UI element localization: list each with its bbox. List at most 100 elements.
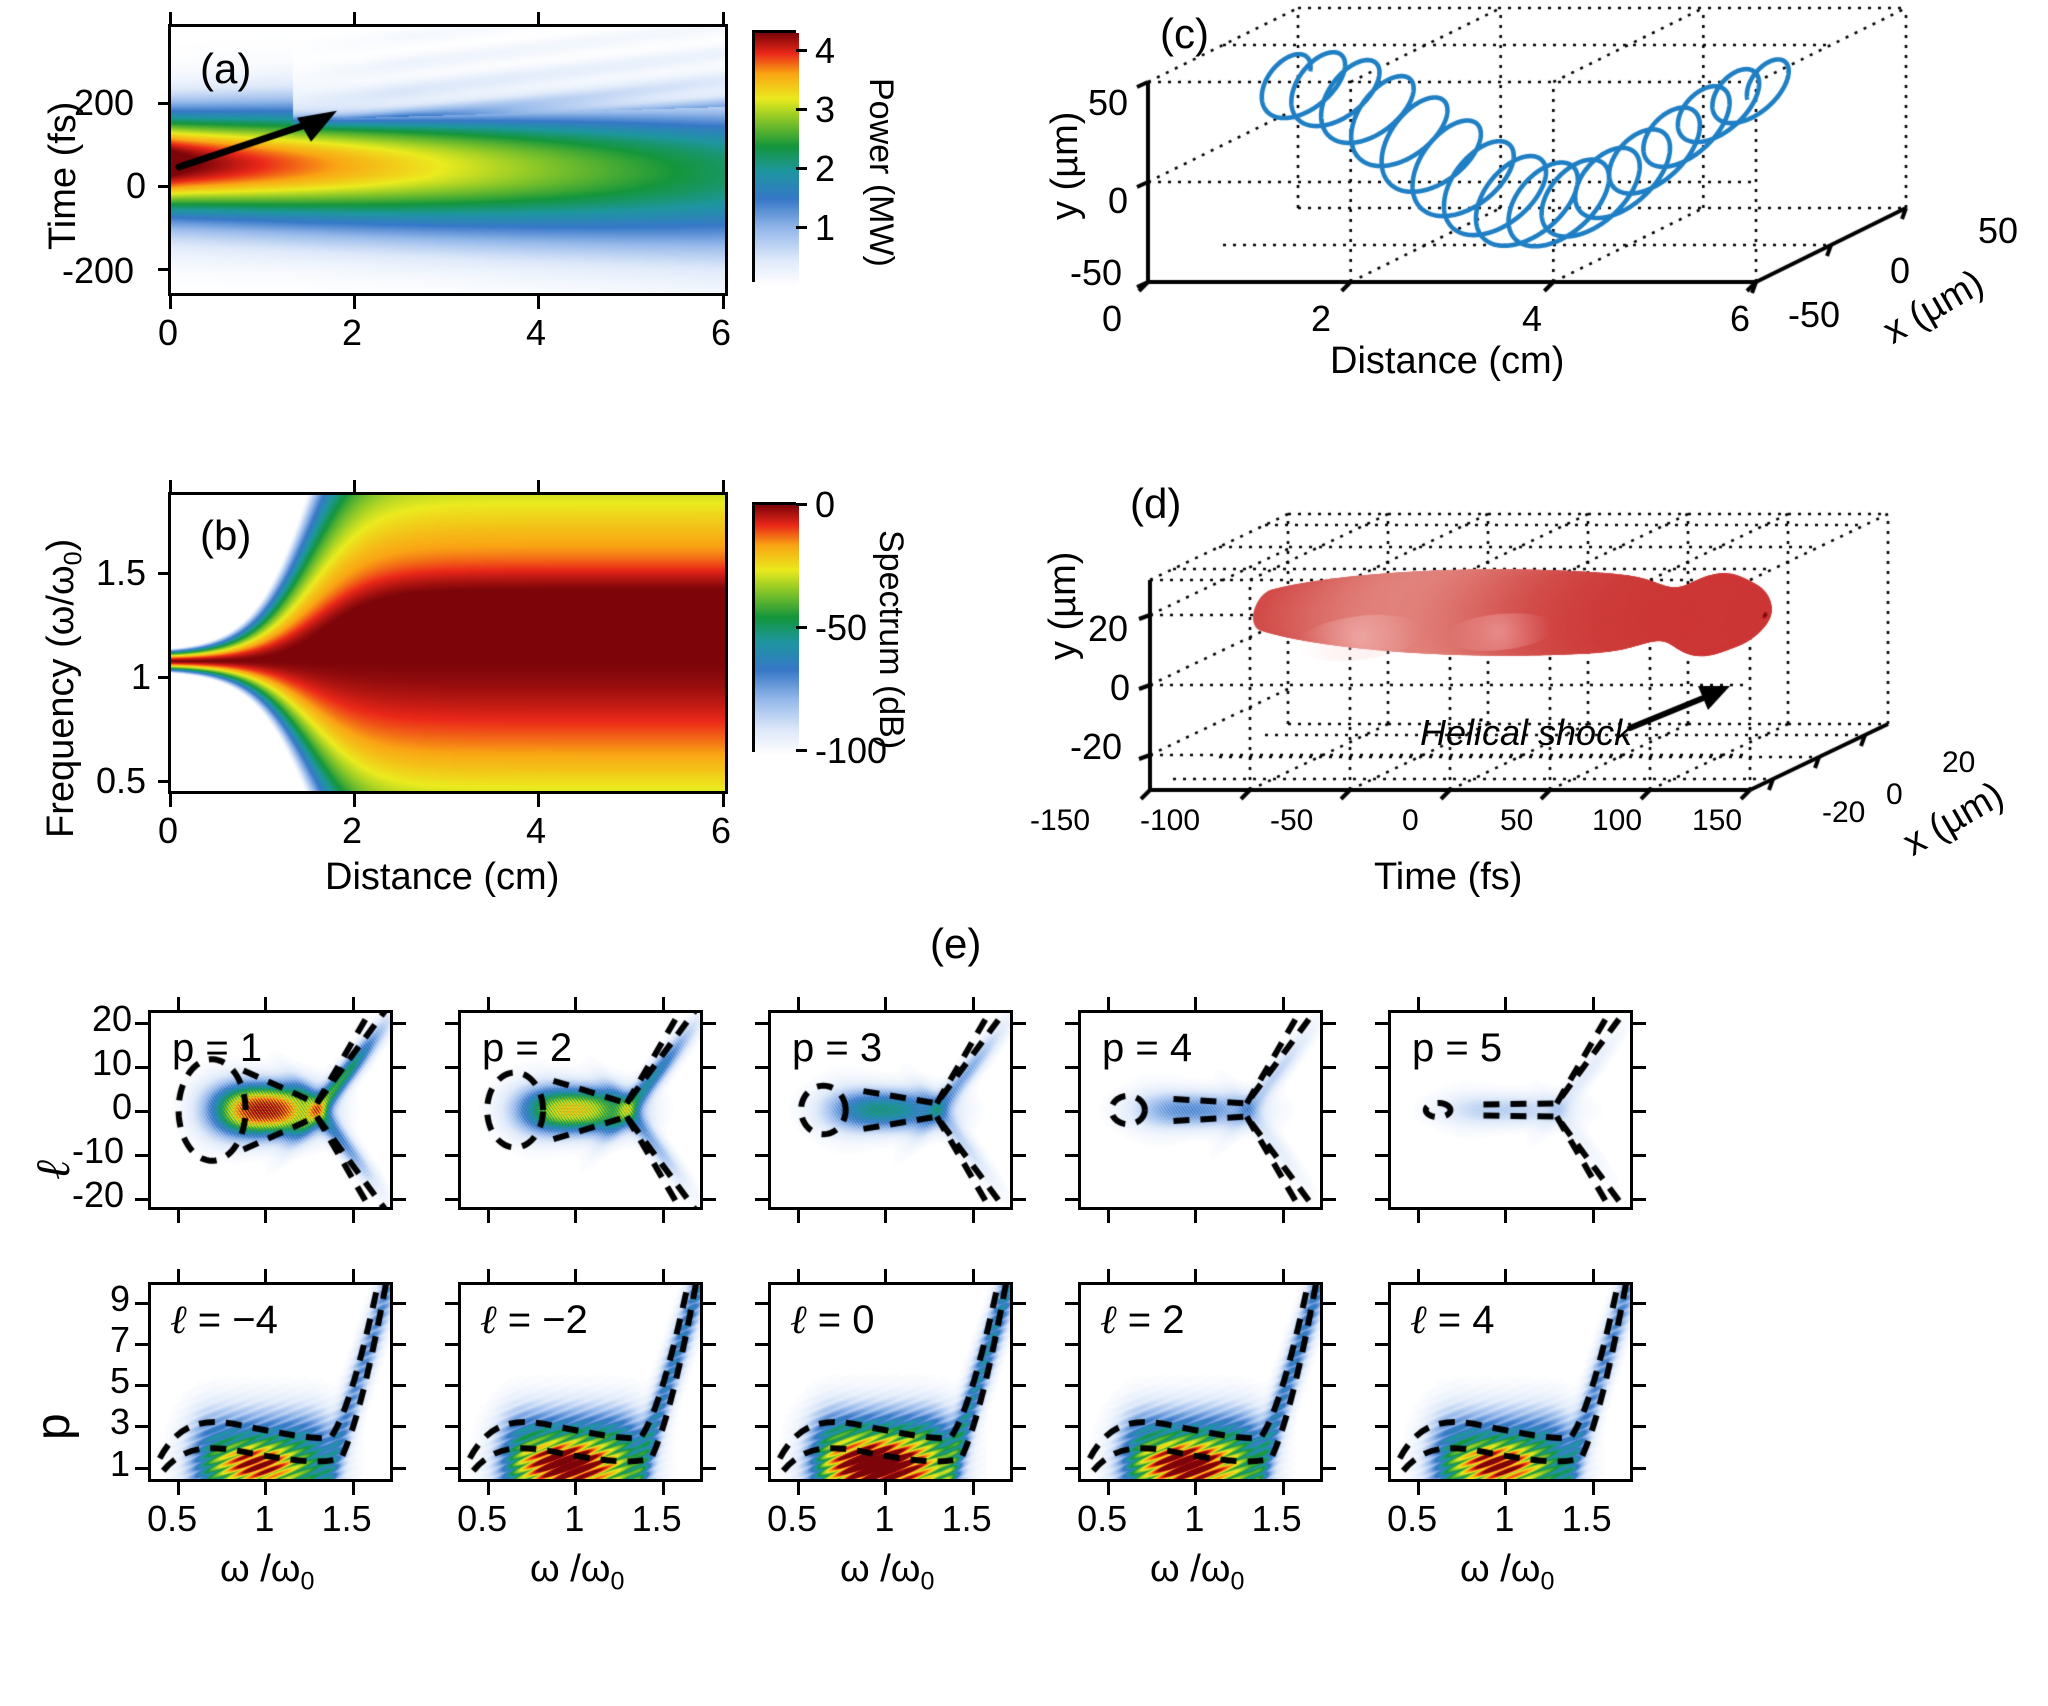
panel-d-ytick-2: -20 (1070, 726, 1123, 767)
panel-c-xtick-3: 6 (1730, 298, 1751, 339)
panel-d-xlabel: Time (fs) (1374, 856, 1523, 898)
panel-e-xtick-2-1: 1 (564, 1498, 585, 1539)
panel-a-xtick-2: 4 (526, 312, 547, 353)
panel-e-top-plot-5 (1388, 1010, 1633, 1210)
panel-d-xtick-0: -150 (1030, 804, 1091, 837)
panel-e-xtick-5-2: 1.5 (1561, 1498, 1612, 1539)
panel-e-top-label-5: p = 5 (1412, 1026, 1503, 1070)
panel-e-tag: (e) (930, 920, 982, 967)
panel-e-bottom-ylabel: p (27, 1413, 80, 1440)
panel-a-cbar-tick-1: 3 (815, 89, 836, 130)
panel-d-3d-isosurface (1030, 460, 2048, 840)
panel-c-xtick-2: 4 (1522, 298, 1543, 339)
panel-e-top-heatmap-2 (461, 1013, 700, 1207)
panel-c-ytick-1: 0 (1108, 180, 1129, 221)
panel-a-cbar-tick-0: 4 (815, 30, 836, 71)
panel-e-top-label-2: p = 2 (482, 1026, 573, 1070)
panel-c-ztick-2: 50 (1978, 210, 2019, 251)
panel-d-xtick-2: -50 (1270, 804, 1314, 837)
panel-b-heatmap (171, 495, 725, 791)
panel-a: Time (fs) 200 0 -200 (a) 0 2 4 6 4 3 2 1… (0, 0, 1000, 353)
panel-b-xtick-1: 2 (342, 810, 363, 851)
panel-d-ytick-0: 20 (1088, 608, 1129, 649)
panel-b-cbar-tick-1: -50 (815, 607, 868, 648)
panel-c-ztick-0: -50 (1788, 294, 1841, 335)
panel-e-bottom-label-2: ℓ = −2 (480, 1297, 588, 1342)
panel-c-ztick-1: 0 (1890, 250, 1911, 291)
panel-a-ytick-2: -200 (62, 250, 135, 291)
panel-e-bottom-label-1: ℓ = −4 (170, 1297, 278, 1342)
panel-c-ytick-0: 50 (1088, 82, 1129, 123)
panel-d-xtick-1: -100 (1140, 804, 1201, 837)
panel-b-colorbar (752, 502, 799, 755)
panel-e-top-ytick-1: 10 (92, 1041, 133, 1083)
panel-e-bottom-plot-1 (148, 1282, 393, 1482)
panel-e-bottom-plot-4 (1078, 1282, 1323, 1482)
panel-e-top-heatmap-5 (1391, 1013, 1630, 1207)
panel-b-cbar-tick-2: -100 (815, 730, 888, 771)
panel-a-ytick-0: 200 (74, 82, 135, 123)
panel-e-xtick-4-0: 0.5 (1077, 1498, 1128, 1539)
panel-e-bottom-plot-2 (458, 1282, 703, 1482)
panel-e-bottom-heatmap-4 (1081, 1285, 1320, 1479)
panel-e-top-label-3: p = 3 (792, 1026, 883, 1070)
panel-c-xlabel: Distance (cm) (1330, 340, 1565, 382)
panel-e-xtick-2-0: 0.5 (457, 1498, 508, 1539)
panel-b-ytick-1: 1 (131, 656, 152, 697)
panel-b-xtick-3: 6 (711, 810, 732, 851)
panel-d: (d) y (µm) 20 0 -20 -150 -100 -50 0 50 1… (1030, 460, 2048, 900)
panel-d-ztick-0: -20 (1822, 796, 1866, 829)
panel-e-top-heatmap-3 (771, 1013, 1010, 1207)
panel-b-ytick-2: 0.5 (96, 760, 147, 801)
panel-e-bottom-ytick-4: 1 (110, 1442, 131, 1484)
panel-b-ytick-0: 1.5 (96, 552, 147, 593)
panel-e-xtick-5-0: 0.5 (1387, 1498, 1438, 1539)
panel-e-xtick-4-1: 1 (1184, 1498, 1205, 1539)
panel-a-plot-area (168, 24, 728, 296)
panel-e-bottom-ytick-1: 7 (110, 1318, 131, 1360)
panel-a-colorbar-label: Power (MW) (862, 78, 900, 267)
panel-b-xlabel: Distance (cm) (325, 856, 560, 898)
panel-e-top-plot-3 (768, 1010, 1013, 1210)
panel-c: (c) y (µm) 50 0 -50 0 2 4 6 Distance (cm… (1030, 0, 2048, 460)
panel-a-colorbar (752, 30, 799, 285)
panel-b-plot-area (168, 492, 728, 794)
panel-e-xtick-3-1: 1 (874, 1498, 895, 1539)
panel-d-annotation: Helical shock (1420, 712, 1633, 753)
panel-e-xlabel-5: ω /ω0 (1460, 1548, 1555, 1596)
panel-e-xtick-3-0: 0.5 (767, 1498, 818, 1539)
panel-e-xtick-2-2: 1.5 (631, 1498, 682, 1539)
panel-b-ylabel: Frequency (ω/ω0) (40, 538, 88, 838)
panel-e-bottom-ytick-3: 3 (110, 1401, 131, 1443)
panel-e-top-ytick-3: -10 (72, 1130, 125, 1172)
panel-a-ytick-1: 0 (126, 165, 147, 206)
panel-c-ytick-2: -50 (1070, 252, 1123, 293)
panel-e-top-heatmap-1 (151, 1013, 390, 1207)
panel-e-top-heatmap-4 (1081, 1013, 1320, 1207)
panel-a-tag: (a) (200, 45, 252, 92)
panel-d-ztick-2: 20 (1942, 746, 1976, 779)
panel-e-top-ytick-4: -20 (72, 1174, 125, 1216)
panel-d-xtick-4: 50 (1500, 804, 1534, 837)
panel-e-top-label-4: p = 4 (1102, 1026, 1193, 1070)
panel-e-top-ytick-2: 0 (112, 1086, 133, 1127)
panel-e-xtick-5-1: 1 (1494, 1498, 1515, 1539)
panel-d-xtick-6: 150 (1692, 804, 1743, 837)
panel-e-bottom-heatmap-1 (151, 1285, 390, 1479)
panel-a-heatmap (171, 27, 725, 293)
panel-e-top-plot-1 (148, 1010, 393, 1210)
panel-e-xlabel-2: ω /ω0 (530, 1548, 625, 1596)
panel-d-xtick-5: 100 (1592, 804, 1643, 837)
panel-d-ztick-1: 0 (1886, 778, 1903, 811)
panel-d-ylabel: y (µm) (1042, 551, 1084, 660)
panel-c-xtick-0: 0 (1102, 298, 1123, 339)
panel-a-cbar-tick-2: 2 (815, 148, 836, 189)
panel-e-top-label-1: p = 1 (172, 1026, 263, 1070)
panel-e-top-ytick-0: 20 (92, 997, 133, 1039)
panel-a-xtick-1: 2 (342, 312, 363, 353)
panel-e-bottom-plot-3 (768, 1282, 1013, 1482)
panel-e-bottom-label-5: ℓ = 4 (1410, 1297, 1495, 1342)
panel-b-xtick-0: 0 (158, 810, 179, 851)
panel-a-xtick-0: 0 (158, 312, 179, 353)
